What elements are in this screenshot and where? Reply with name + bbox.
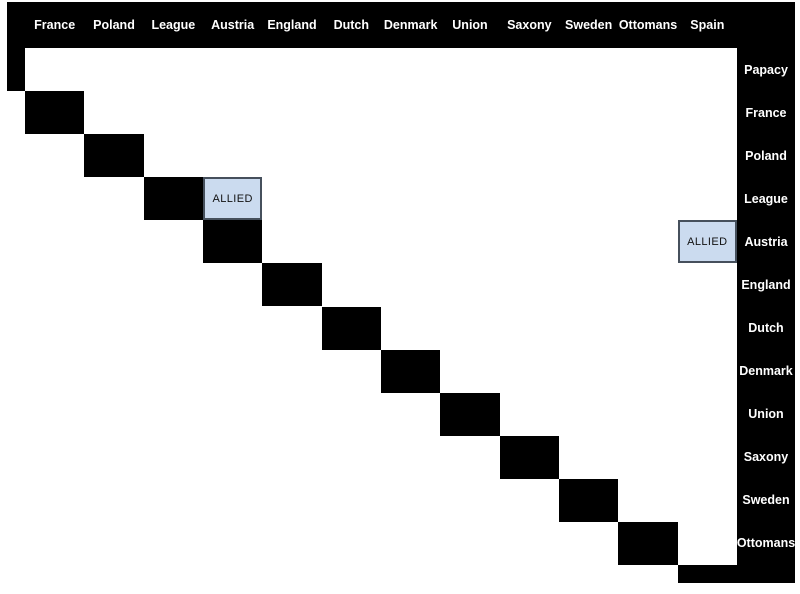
diagonal-cell-ottomans: [618, 521, 678, 565]
relation-cell-austria-spain[interactable]: ALLIED: [677, 220, 737, 264]
row-header-dutch: Dutch: [748, 321, 784, 336]
diagonal-cell-dutch: [321, 306, 381, 350]
diagonal-cell-denmark: [381, 349, 441, 393]
relation-status-label: ALLIED: [212, 192, 253, 205]
column-header-denmark: Denmark: [383, 18, 438, 32]
row-header-ottomans: Ottomans: [736, 536, 796, 551]
diagonal-cell-france: [25, 91, 85, 135]
row-header-papacy: Papacy: [744, 62, 788, 77]
diagonal-cell-union: [440, 392, 500, 436]
row-header-saxony: Saxony: [743, 450, 789, 465]
column-header-ottomans: Ottomans: [618, 18, 678, 32]
row-header-poland: Poland: [745, 148, 787, 163]
relation-status-label: ALLIED: [687, 235, 728, 248]
column-header-sweden: Sweden: [565, 18, 613, 32]
relation-cell-league-austria[interactable]: ALLIED: [203, 177, 263, 221]
column-header-saxony: Saxony: [507, 18, 552, 32]
column-header-union: Union: [452, 18, 488, 32]
diagonal-cell-league: [143, 177, 203, 221]
column-header-spain: Spain: [690, 18, 725, 32]
diagonal-cell-poland: [84, 134, 144, 178]
row-header-union: Union: [748, 407, 784, 422]
column-header-england: England: [267, 18, 317, 32]
diagonal-cell-saxony: [499, 435, 559, 479]
diagonal-cell-papacy: [7, 48, 25, 92]
row-header-denmark: Denmark: [739, 364, 793, 379]
column-header-france: France: [34, 18, 76, 32]
row-header-france: France: [745, 105, 787, 120]
diagonal-cell-austria: [203, 220, 263, 264]
column-header-bar: France Poland League Austria England Dutch Den…: [7, 2, 795, 48]
diagonal-cell-spain: [677, 565, 737, 583]
diagonal-cell-england: [262, 263, 322, 307]
row-header-austria: Austria: [744, 234, 788, 249]
column-header-dutch: Dutch: [333, 18, 370, 32]
row-header-england: England: [741, 277, 791, 292]
column-header-poland: Poland: [93, 18, 135, 32]
row-header-league: League: [744, 191, 788, 206]
diagonal-cell-sweden: [559, 478, 619, 522]
column-header-league: League: [151, 18, 196, 32]
row-header-bar: Papacy France Poland League Austria England Du…: [737, 48, 795, 583]
column-header-austria: Austria: [211, 18, 255, 32]
row-header-sweden: Sweden: [742, 493, 790, 508]
